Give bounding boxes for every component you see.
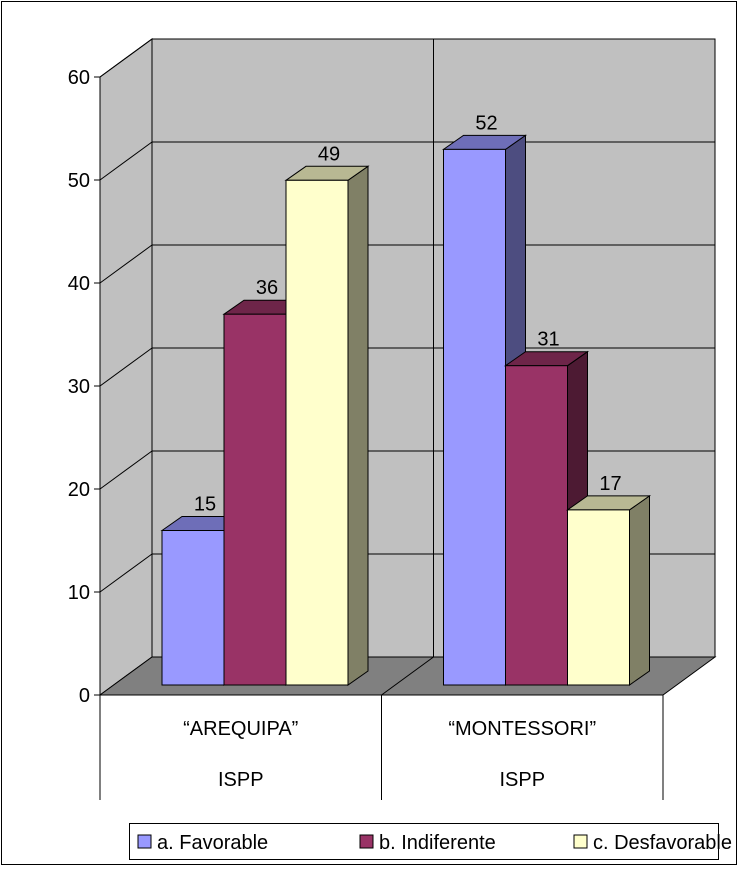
bar-side xyxy=(629,494,650,686)
legend-label: b. Indiferente xyxy=(379,832,496,854)
x-axis: “AREQUIPA” ISPP “MONTESSORI” ISPP xyxy=(99,694,664,800)
y-tick-label: 10 xyxy=(68,582,90,604)
gridline-side xyxy=(99,38,153,78)
legend-item-2: b. Indiferente xyxy=(359,832,496,854)
y-tick-label: 0 xyxy=(79,685,90,707)
data-label: 17 xyxy=(599,473,621,495)
legend: a. Favorable b. Indiferente c. Desfavorabl… xyxy=(129,823,732,860)
gridline-side xyxy=(99,347,153,387)
data-label: 52 xyxy=(475,112,497,134)
gridline-side xyxy=(99,553,153,593)
legend-label: a. Favorable xyxy=(157,832,268,854)
gridline-side xyxy=(99,450,153,490)
data-label: 36 xyxy=(256,277,278,299)
bar-front xyxy=(567,509,630,686)
y-tick-label: 20 xyxy=(68,479,90,501)
category-label-line1: “AREQUIPA” xyxy=(183,718,298,740)
bar-front xyxy=(161,530,225,686)
y-tick-label: 30 xyxy=(68,376,90,398)
legend-item-3: c. Desfavorable xyxy=(573,832,732,854)
legend-swatch xyxy=(359,834,374,849)
legend-label: c. Desfavorable xyxy=(593,832,732,854)
y-tick-label: 60 xyxy=(68,67,90,89)
legend-swatch xyxy=(137,834,152,849)
gridline-side xyxy=(99,244,153,284)
category-label-line1: “MONTESSORI” xyxy=(448,718,596,740)
category-label-line2: ISPP xyxy=(218,769,264,791)
y-tick-label: 40 xyxy=(68,273,90,295)
gridlines xyxy=(99,38,715,696)
bar-front xyxy=(223,313,287,686)
y-tick-label: 50 xyxy=(68,170,90,192)
legend-item-1: a. Favorable xyxy=(137,832,268,854)
bar-front xyxy=(285,179,349,686)
bar-front xyxy=(443,148,506,686)
data-label: 31 xyxy=(537,329,559,351)
bar-1-3: 49 xyxy=(284,143,370,686)
bars-layer: 15 52 36 31 49 17 xyxy=(160,112,652,686)
category-divider-floor xyxy=(381,656,434,696)
data-label: 49 xyxy=(318,143,340,165)
bar-2-3: 17 xyxy=(565,473,652,686)
category-label-line2: ISPP xyxy=(499,769,545,791)
legend-swatch xyxy=(573,834,588,849)
y-axis: 0 10 20 30 40 50 60 xyxy=(68,67,101,707)
bar-side xyxy=(347,165,369,686)
bar-front xyxy=(505,365,568,686)
legend-box xyxy=(129,823,719,860)
data-label: 15 xyxy=(194,494,216,516)
gridline-side xyxy=(99,141,153,181)
